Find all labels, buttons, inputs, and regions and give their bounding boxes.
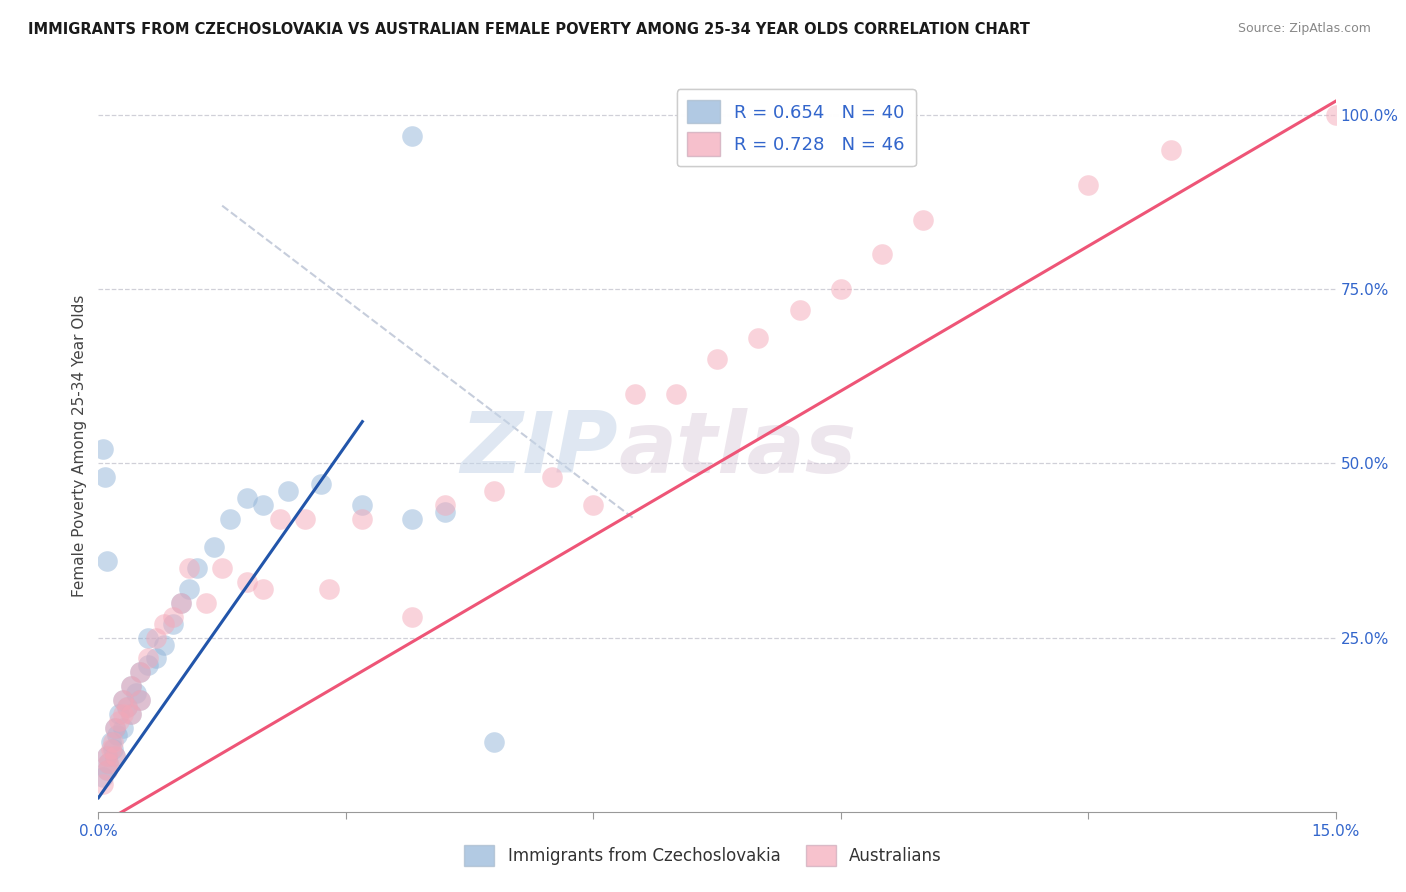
Point [96,749,118,764]
Point [179,582,201,596]
Point [128,665,150,680]
Point [105,728,128,742]
Point [112,707,135,722]
Point [309,477,332,491]
Legend: R = 0.654   N = 40, R = 0.728   N = 46: R = 0.654 N = 40, R = 0.728 N = 46 [676,89,915,167]
Point [1160,143,1182,157]
Point [108,714,131,728]
Point [830,282,852,296]
Point [145,631,167,645]
Point [117,700,139,714]
Point [433,505,456,519]
Point [100,735,122,749]
Point [162,616,184,631]
Point [623,386,645,401]
Point [112,693,135,707]
Point [665,386,688,401]
Point [100,742,122,756]
Point [179,561,201,575]
Point [120,707,142,722]
Point [96,763,118,777]
Text: Source: ZipAtlas.com: Source: ZipAtlas.com [1237,22,1371,36]
Point [120,707,142,722]
Point [162,609,184,624]
Point [96,554,118,568]
Point [136,631,159,645]
Point [294,512,316,526]
Point [93,442,115,457]
Point [236,491,259,506]
Point [186,561,208,575]
Point [219,512,242,526]
Point [318,582,340,596]
Point [120,679,142,693]
Point [112,693,135,707]
Point [136,658,159,673]
Point [153,616,176,631]
Point [582,498,605,512]
Point [252,582,274,596]
Point [94,470,117,484]
Point [97,756,120,770]
Point [153,638,176,652]
Point [170,596,193,610]
Point [128,693,150,707]
Point [870,247,893,261]
Point [541,470,564,484]
Point [117,700,139,714]
Text: atlas: atlas [619,409,856,491]
Point [789,303,811,318]
Point [128,665,150,680]
Legend: Immigrants from Czechoslovakia, Australians: Immigrants from Czechoslovakia, Australi… [456,837,950,875]
Point [96,749,118,764]
Point [277,484,299,499]
Point [104,721,127,735]
Point [91,777,114,791]
Point [202,540,225,554]
Point [1324,108,1347,122]
Point [145,651,167,665]
Y-axis label: Female Poverty Among 25-34 Year Olds: Female Poverty Among 25-34 Year Olds [72,295,87,597]
Point [352,512,374,526]
Point [103,735,125,749]
Point [912,212,935,227]
Point [269,512,291,526]
Point [236,574,259,589]
Point [170,596,193,610]
Point [120,679,142,693]
Point [352,498,374,512]
Point [194,596,217,610]
Point [401,609,423,624]
Point [211,561,233,575]
Point [1077,178,1099,192]
Point [136,651,159,665]
Point [706,351,728,366]
Point [91,770,114,784]
Point [103,742,125,756]
Point [104,749,127,764]
Point [433,498,456,512]
Point [747,331,769,345]
Point [484,735,506,749]
Point [108,707,131,722]
Point [252,498,274,512]
Point [96,763,118,777]
Point [124,686,146,700]
Point [104,721,127,735]
Point [97,756,120,770]
Point [128,693,150,707]
Point [104,749,127,764]
Point [112,721,135,735]
Point [401,512,423,526]
Point [484,484,506,499]
Text: IMMIGRANTS FROM CZECHOSLOVAKIA VS AUSTRALIAN FEMALE POVERTY AMONG 25-34 YEAR OLD: IMMIGRANTS FROM CZECHOSLOVAKIA VS AUSTRA… [28,22,1031,37]
Text: ZIP: ZIP [460,409,619,491]
Point [401,128,423,143]
